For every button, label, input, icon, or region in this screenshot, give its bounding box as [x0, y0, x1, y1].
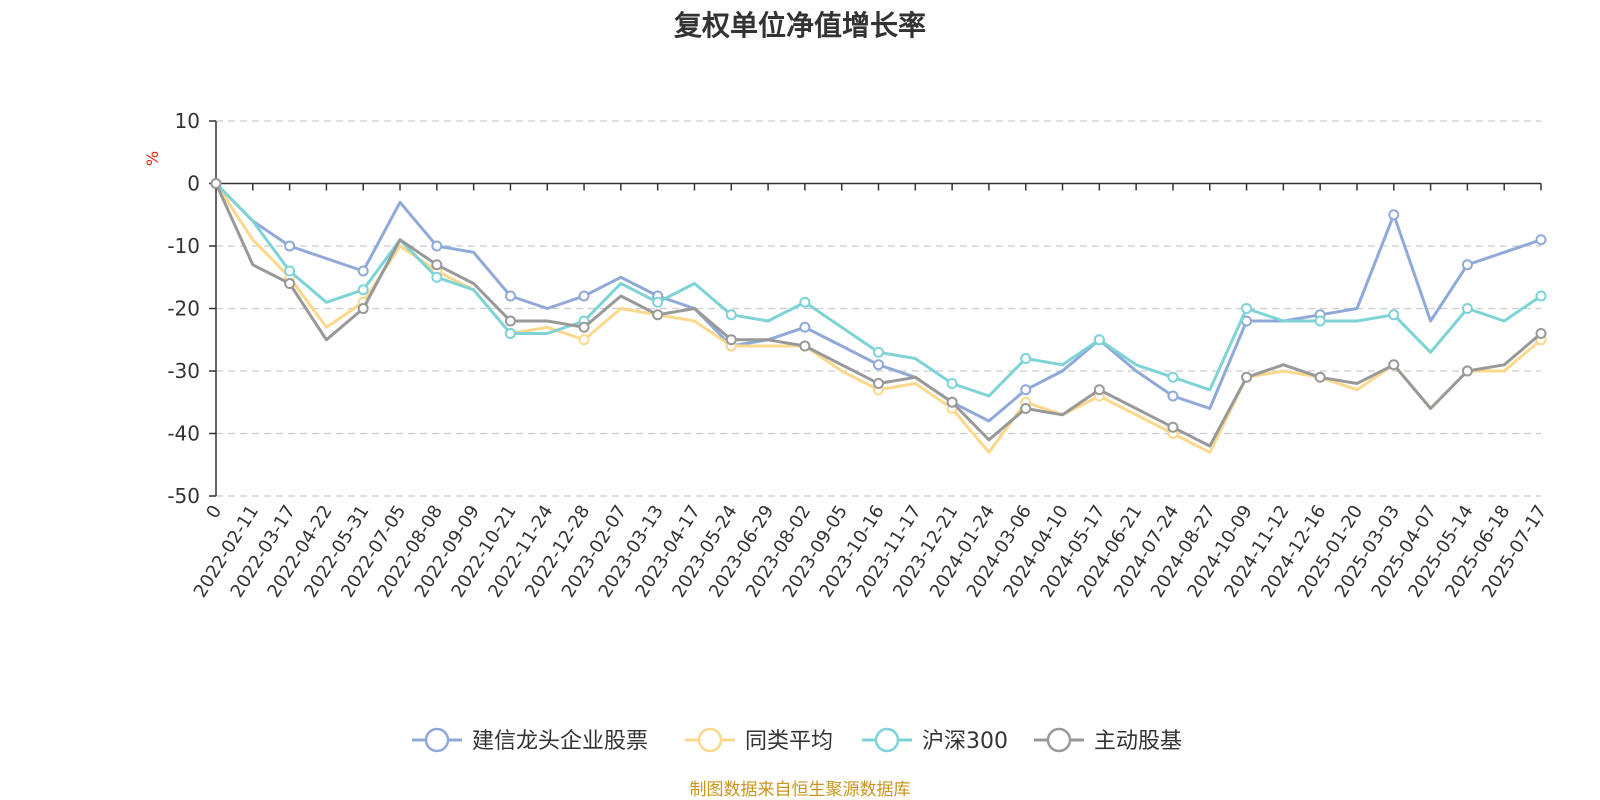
data-point[interactable] — [1020, 403, 1032, 414]
data-point[interactable] — [504, 290, 516, 302]
data-point[interactable] — [210, 178, 222, 189]
data-point[interactable] — [357, 303, 369, 314]
data-point[interactable] — [1461, 365, 1473, 377]
data-point[interactable] — [873, 378, 884, 389]
legend-marker — [697, 727, 723, 753]
line-chart: 100-10-20-30-40-50%02022-02-112022-03-17… — [143, 109, 1551, 754]
data-point[interactable] — [946, 396, 958, 408]
y-tick-label: -50 — [167, 484, 200, 508]
data-point[interactable] — [284, 265, 296, 277]
data-point[interactable] — [1093, 384, 1105, 396]
data-point[interactable] — [799, 340, 811, 352]
data-point[interactable] — [1314, 315, 1326, 327]
data-point[interactable] — [431, 240, 443, 252]
data-point[interactable] — [1020, 384, 1032, 396]
data-point[interactable] — [1167, 421, 1179, 433]
y-tick-label: -10 — [167, 234, 200, 258]
y-tick-label: -20 — [167, 297, 200, 321]
legend-label: 同类平均 — [745, 729, 833, 754]
data-point[interactable] — [652, 309, 664, 321]
legend-item[interactable]: 主动股基 — [1034, 727, 1182, 754]
data-point[interactable] — [357, 265, 369, 277]
data-point[interactable] — [1535, 234, 1547, 246]
data-point[interactable] — [504, 328, 516, 339]
series-line-1 — [214, 182, 1542, 454]
y-tick-label: -30 — [167, 359, 200, 383]
data-point[interactable] — [1093, 334, 1105, 346]
data-point[interactable] — [578, 334, 590, 346]
data-point[interactable] — [431, 259, 443, 271]
legend[interactable]: 建信龙头企业股票 同类平均 沪深300 主动股基 — [412, 727, 1182, 754]
series-line-3 — [214, 182, 1542, 448]
legend-label: 主动股基 — [1094, 729, 1182, 754]
data-point[interactable] — [1461, 259, 1473, 271]
y-tick-label: -40 — [167, 422, 200, 446]
data-point[interactable] — [284, 278, 296, 289]
data-point[interactable] — [725, 309, 737, 321]
data-point[interactable] — [1167, 390, 1179, 402]
data-point[interactable] — [357, 284, 369, 296]
y-tick-label: 0 — [187, 172, 200, 196]
source-note: 制图数据来自恒生聚源数据库 — [689, 780, 911, 800]
data-point[interactable] — [873, 359, 884, 371]
y-tick-label: 10 — [175, 109, 200, 133]
data-point[interactable] — [431, 271, 443, 283]
data-point[interactable] — [1314, 371, 1326, 383]
data-point[interactable] — [1461, 303, 1473, 314]
grid-layer — [216, 120, 1541, 497]
data-point[interactable] — [1535, 328, 1547, 339]
legend-label: 建信龙头企业股票 — [472, 729, 648, 754]
chart-title: 复权单位净值增长率 — [673, 9, 926, 42]
data-point[interactable] — [284, 240, 296, 252]
legend-item[interactable]: 同类平均 — [685, 727, 833, 754]
data-point[interactable] — [946, 378, 958, 389]
data-point[interactable] — [873, 346, 884, 358]
legend-label: 沪深300 — [922, 729, 1008, 754]
legend-marker — [1046, 727, 1072, 753]
x-tick-label: 0 — [202, 502, 226, 523]
data-point[interactable] — [1388, 209, 1400, 221]
data-point[interactable] — [1020, 353, 1032, 364]
data-point[interactable] — [1388, 359, 1400, 371]
data-point[interactable] — [504, 315, 516, 327]
data-point[interactable] — [725, 334, 737, 346]
data-point[interactable] — [1241, 371, 1253, 383]
legend-item[interactable]: 沪深300 — [862, 727, 1008, 754]
data-point[interactable] — [1167, 371, 1179, 383]
data-point[interactable] — [799, 321, 811, 333]
data-point[interactable] — [578, 290, 590, 302]
data-point[interactable] — [799, 296, 811, 308]
data-point[interactable] — [1388, 309, 1400, 321]
series-layer — [210, 178, 1547, 454]
legend-marker — [874, 727, 900, 753]
legend-item[interactable]: 建信龙头企业股票 — [412, 727, 648, 754]
data-point[interactable] — [652, 296, 664, 308]
data-point[interactable] — [1241, 303, 1253, 314]
data-point[interactable] — [578, 321, 590, 333]
legend-marker — [424, 727, 450, 753]
data-point[interactable] — [1535, 290, 1547, 302]
y-axis-unit-label: % — [143, 151, 162, 166]
axis-layer: 100-10-20-30-40-50%02022-02-112022-03-17… — [143, 109, 1551, 601]
